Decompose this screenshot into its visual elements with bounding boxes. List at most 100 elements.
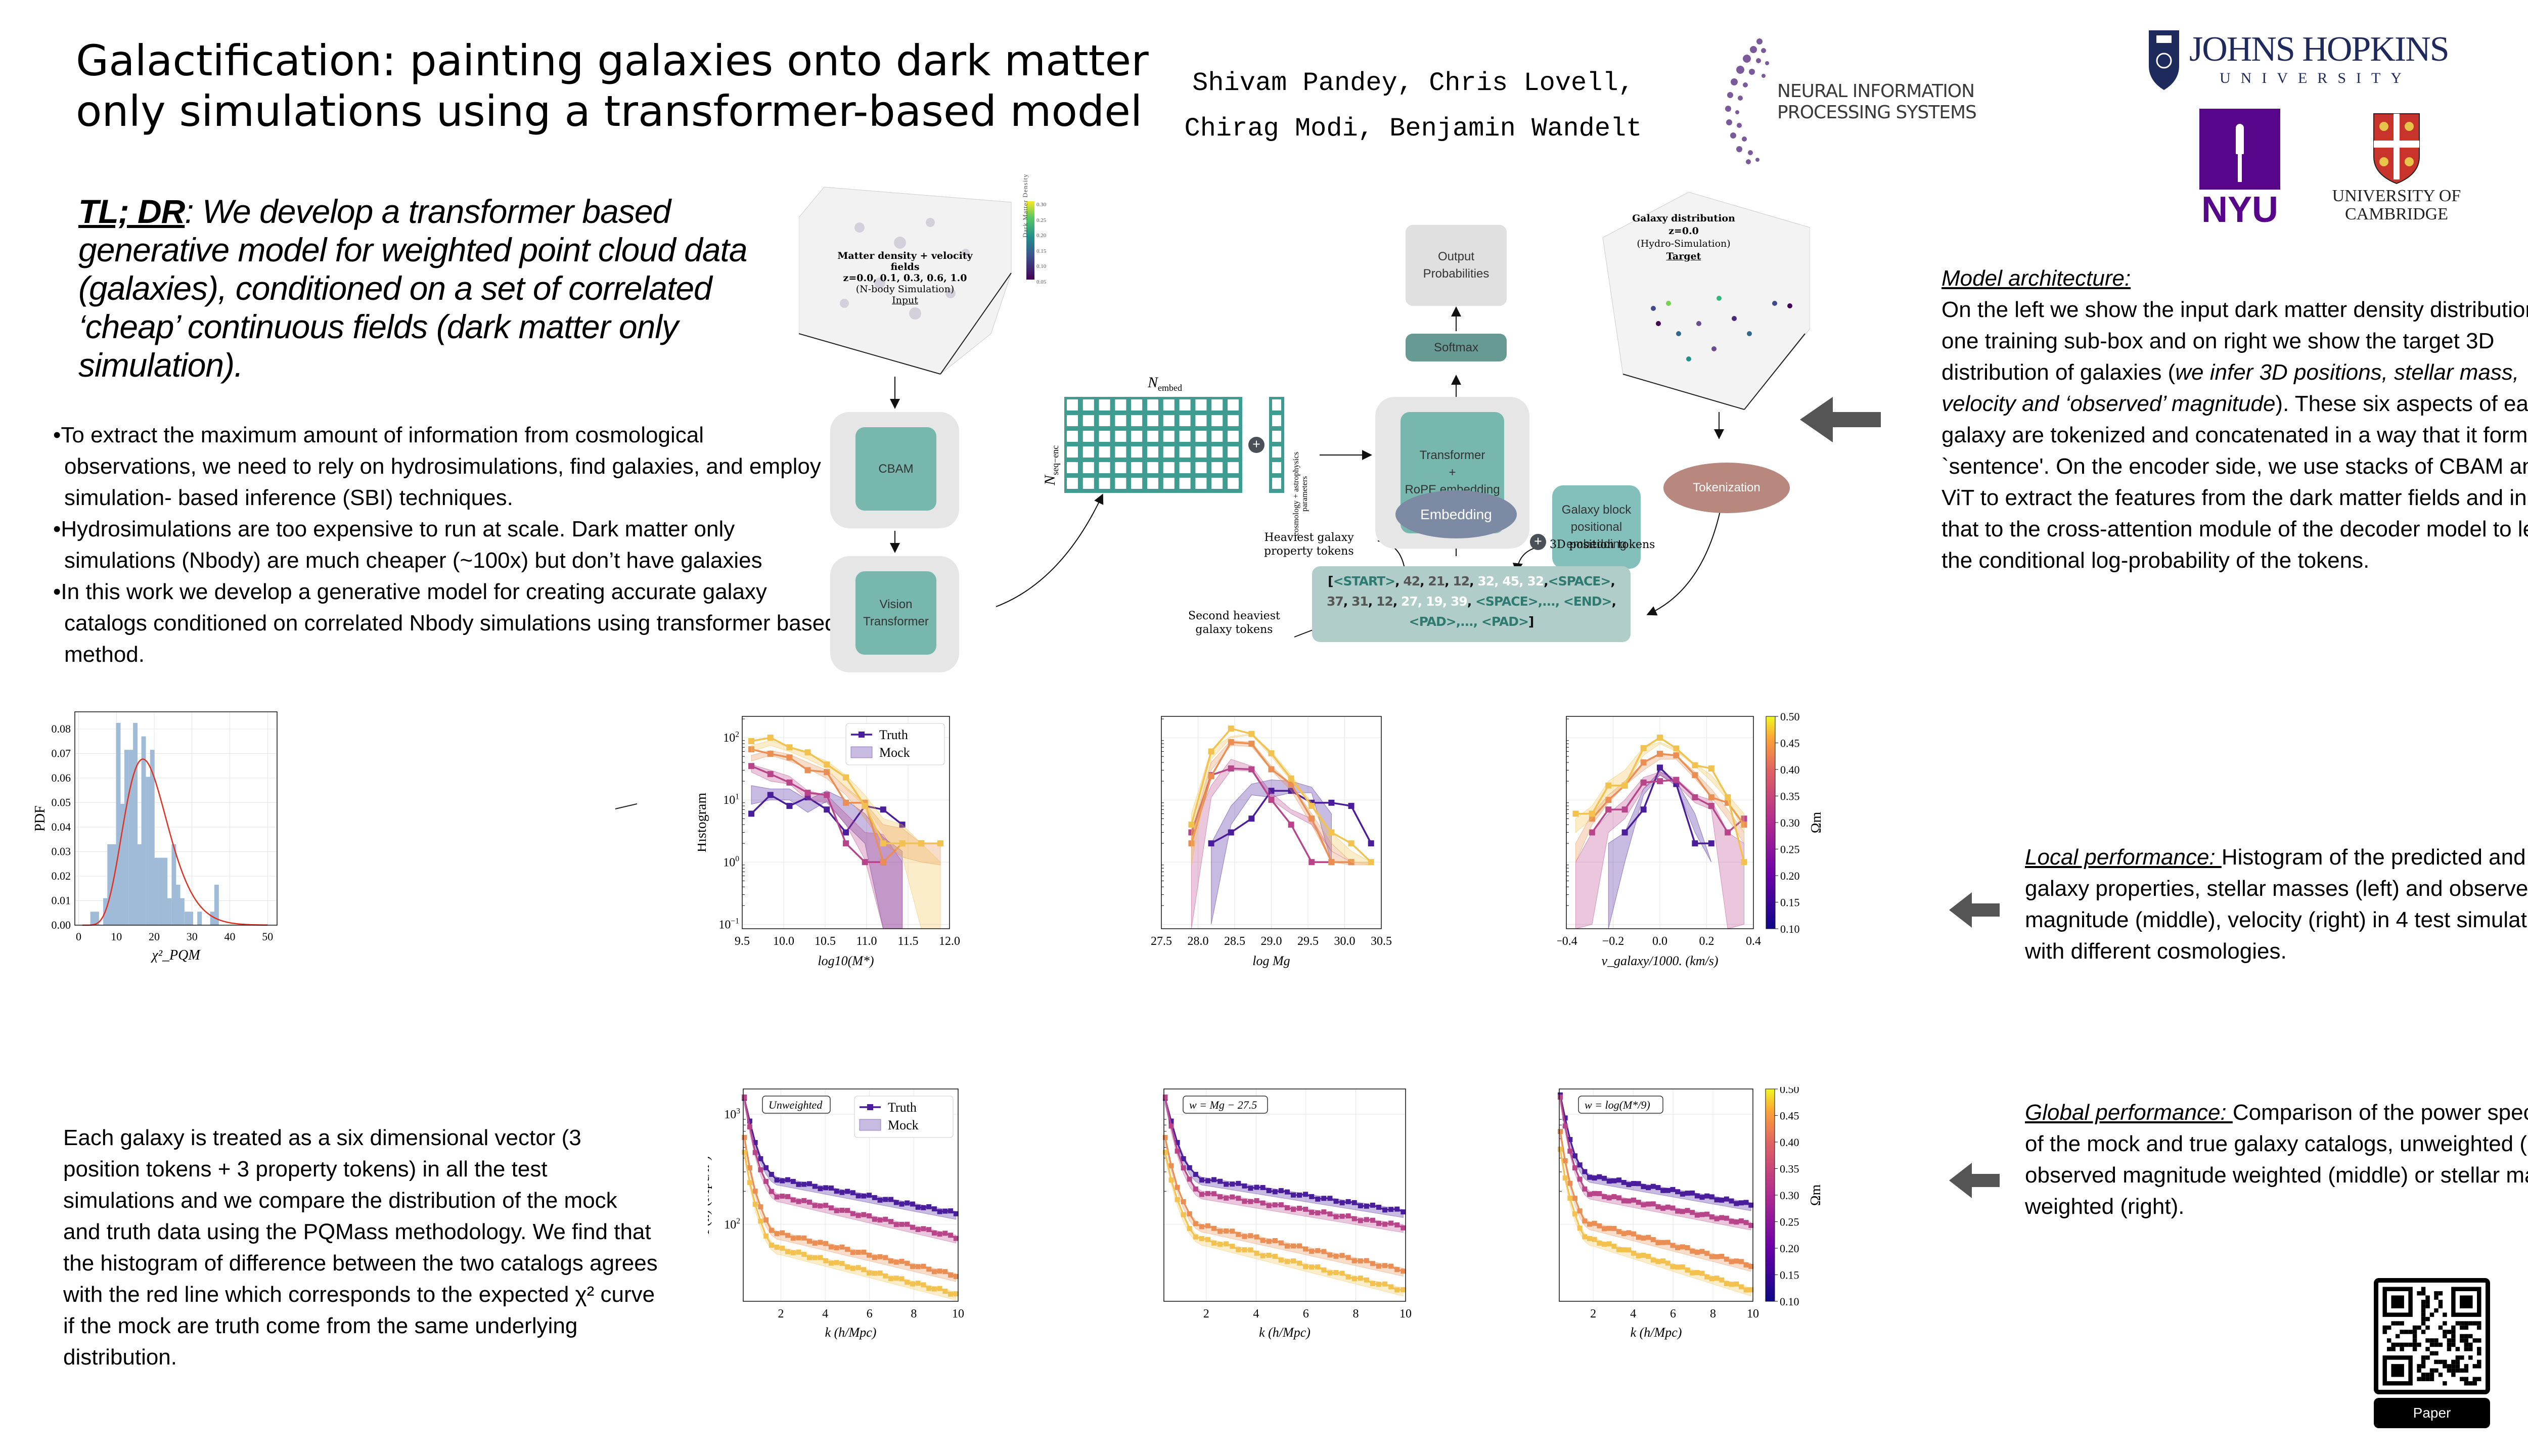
truth-marker: [937, 1268, 942, 1274]
bullet-item: •Hydrosimulations are too expensive to r…: [53, 517, 762, 573]
paper-qr-code[interactable]: [2374, 1278, 2490, 1394]
token: ,: [1467, 594, 1475, 609]
poster-title: Galactification: painting galaxies onto …: [76, 35, 1163, 136]
truth-marker: [839, 1244, 845, 1250]
truth-marker: [867, 1270, 872, 1276]
truth-marker: [1205, 1237, 1210, 1242]
truth-marker: [748, 810, 755, 817]
truth-marker: [785, 1177, 791, 1182]
qr-module: [2472, 1377, 2477, 1382]
truth-marker: [1605, 797, 1612, 803]
truth-marker: [834, 1245, 839, 1251]
truth-marker: [1181, 1199, 1186, 1205]
truth-marker: [1660, 1258, 1666, 1264]
truth-marker: [1646, 1254, 1651, 1259]
truth-marker: [1743, 1200, 1749, 1205]
truth-marker: [1364, 1217, 1369, 1222]
truth-marker: [812, 1184, 818, 1189]
truth-marker: [1364, 1258, 1369, 1263]
embedding-ellipse: Embedding: [1395, 490, 1517, 538]
histogram-bar: [171, 844, 176, 925]
truth-marker: [1368, 840, 1374, 847]
qr-module: [2443, 1334, 2447, 1339]
truth-marker: [1351, 1200, 1357, 1205]
qr-module: [2468, 1347, 2473, 1351]
histogram-bar: [154, 857, 159, 925]
target-cube-icon: [1602, 192, 1810, 410]
truth-marker: [747, 1118, 752, 1124]
truth-marker: [1370, 1261, 1375, 1266]
target-caption-line: Galaxy distribution: [1632, 213, 1735, 224]
truth-marker: [1729, 1218, 1734, 1224]
grid-cell: [1147, 431, 1158, 442]
qr-module: [2425, 1295, 2430, 1300]
qr-module: [2421, 1377, 2426, 1382]
truth-marker: [1621, 829, 1628, 836]
token: 12: [1453, 574, 1470, 588]
y-tick-label: 0.00: [52, 919, 71, 931]
truth-marker: [1254, 1198, 1259, 1204]
truth-marker: [1327, 1252, 1333, 1258]
qr-module: [2434, 1351, 2439, 1356]
truth-marker: [758, 1204, 763, 1210]
truth-marker: [812, 1203, 818, 1208]
colorbar-tick-label: 0.25: [1780, 1216, 1799, 1228]
histogram-bar: [90, 912, 95, 925]
target-caption-line: Target: [1666, 251, 1701, 262]
truth-marker: [1303, 1264, 1308, 1269]
qr-module: [2477, 1347, 2481, 1351]
truth-marker: [1297, 1192, 1302, 1198]
truth-marker: [818, 1186, 823, 1192]
truth-marker: [855, 1193, 861, 1199]
truth-marker: [1345, 1199, 1351, 1204]
truth-marker: [1242, 1199, 1247, 1204]
colorbar-tick: 0.15: [1036, 248, 1047, 254]
qr-module: [2429, 1373, 2434, 1377]
truth-marker: [1748, 1202, 1754, 1208]
grid-cell: [1067, 399, 1078, 411]
legend-label: Mock: [879, 745, 910, 760]
truth-marker: [1714, 1216, 1720, 1221]
magnitude-histogram-chart: 27.5 28.0 28.5 29.0 29.5 30.0 30.5 log Mg: [1151, 716, 1392, 968]
truth-marker: [1321, 1267, 1327, 1273]
truth-marker: [1655, 1259, 1661, 1264]
truth-marker: [1278, 1188, 1284, 1194]
truth-marker: [1388, 1207, 1394, 1212]
token-sequence: [<START>, 42, 21, 12, 32, 45, 32,<SPACE>…: [1312, 566, 1631, 642]
y-tick-label: 0.04: [52, 821, 71, 833]
y-tick-label: 0.07: [52, 747, 71, 759]
truth-marker: [1597, 1191, 1602, 1197]
truth-marker: [818, 1240, 823, 1245]
x-tick-label: 10.5: [815, 935, 836, 948]
truth-marker: [931, 1286, 937, 1292]
truth-marker: [1675, 1245, 1681, 1250]
qr-module: [2460, 1334, 2464, 1339]
qr-module: [2443, 1364, 2447, 1369]
token: ,: [1395, 574, 1404, 588]
truth-marker: [867, 1252, 872, 1258]
truth-marker: [877, 1197, 883, 1203]
truth-marker: [818, 1255, 823, 1260]
truth-marker: [1199, 1236, 1204, 1241]
paper-link-button[interactable]: Paper: [2374, 1398, 2490, 1428]
truth-line: [1190, 727, 1372, 863]
grid-cell: [1211, 478, 1223, 489]
qr-module: [2455, 1347, 2460, 1351]
truth-marker: [1228, 829, 1234, 836]
truth-marker: [1303, 1206, 1308, 1212]
truth-marker: [786, 754, 793, 761]
truth-marker: [883, 1273, 888, 1279]
truth-marker: [1394, 1222, 1400, 1227]
qr-module: [2425, 1355, 2430, 1360]
qr-module: [2421, 1359, 2426, 1364]
truth-marker: [1205, 1191, 1210, 1196]
qr-module: [2438, 1299, 2443, 1304]
colorbar-tick-label: 0.50: [1780, 1087, 1799, 1096]
y-tick-label: 100: [723, 855, 739, 870]
qr-module: [2477, 1359, 2481, 1364]
truth-marker: [1657, 764, 1663, 771]
qr-module: [2391, 1342, 2396, 1347]
qr-module: [2451, 1330, 2456, 1334]
truth-marker: [1602, 1226, 1607, 1232]
truth-marker: [872, 1195, 877, 1200]
